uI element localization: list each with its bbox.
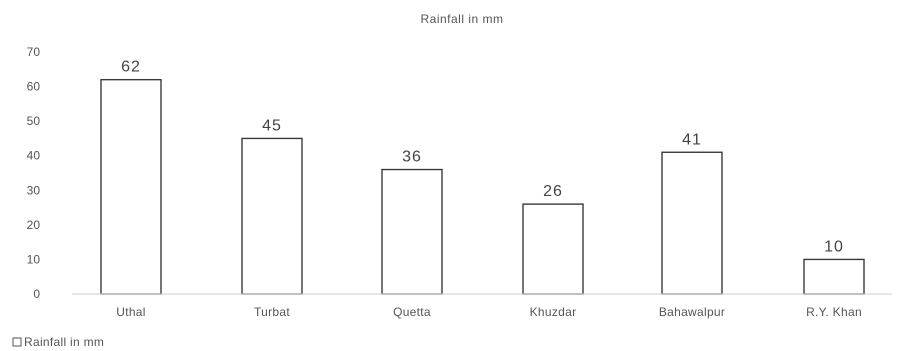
bar (381, 168, 443, 295)
category-label: Quetta (393, 305, 431, 319)
y-tick-label: 20 (27, 218, 41, 232)
category-label: Turbat (254, 305, 290, 319)
legend: Rainfall in mm (12, 335, 104, 349)
bar-value-label: 10 (824, 238, 844, 255)
bar-value-label: 41 (682, 131, 702, 148)
y-tick-label: 10 (27, 252, 41, 266)
value-labels-group: 62 45 36 26 41 10 (121, 59, 844, 256)
bar-value-label: 26 (543, 183, 563, 200)
bar-value-label: 36 (402, 149, 422, 166)
category-label: Khuzdar (530, 305, 577, 319)
y-axis: 0 10 20 30 40 50 60 70 (27, 45, 41, 301)
y-tick-label: 70 (27, 45, 41, 59)
category-label: Bahawalpur (659, 305, 725, 319)
category-label: R.Y. Khan (806, 305, 862, 319)
bar (803, 258, 865, 295)
x-axis: Uthal Turbat Quetta Khuzdar Bahawalpur R.Y. K… (72, 293, 892, 319)
y-tick-label: 50 (27, 114, 41, 128)
category-label: Uthal (116, 305, 146, 319)
bar (522, 203, 584, 295)
bar-value-label: 62 (121, 59, 141, 76)
bar-value-label: 45 (262, 117, 282, 134)
y-tick-label: 60 (27, 80, 41, 94)
bars-group (100, 78, 865, 295)
chart-title: Rainfall in mm (420, 12, 503, 26)
y-tick-label: 0 (33, 287, 40, 301)
bar (241, 137, 303, 295)
y-tick-label: 40 (27, 149, 41, 163)
bar (100, 78, 162, 295)
legend-label: Rainfall in mm (24, 335, 104, 349)
legend-swatch (12, 337, 22, 347)
bar (661, 151, 723, 295)
y-tick-label: 30 (27, 183, 41, 197)
